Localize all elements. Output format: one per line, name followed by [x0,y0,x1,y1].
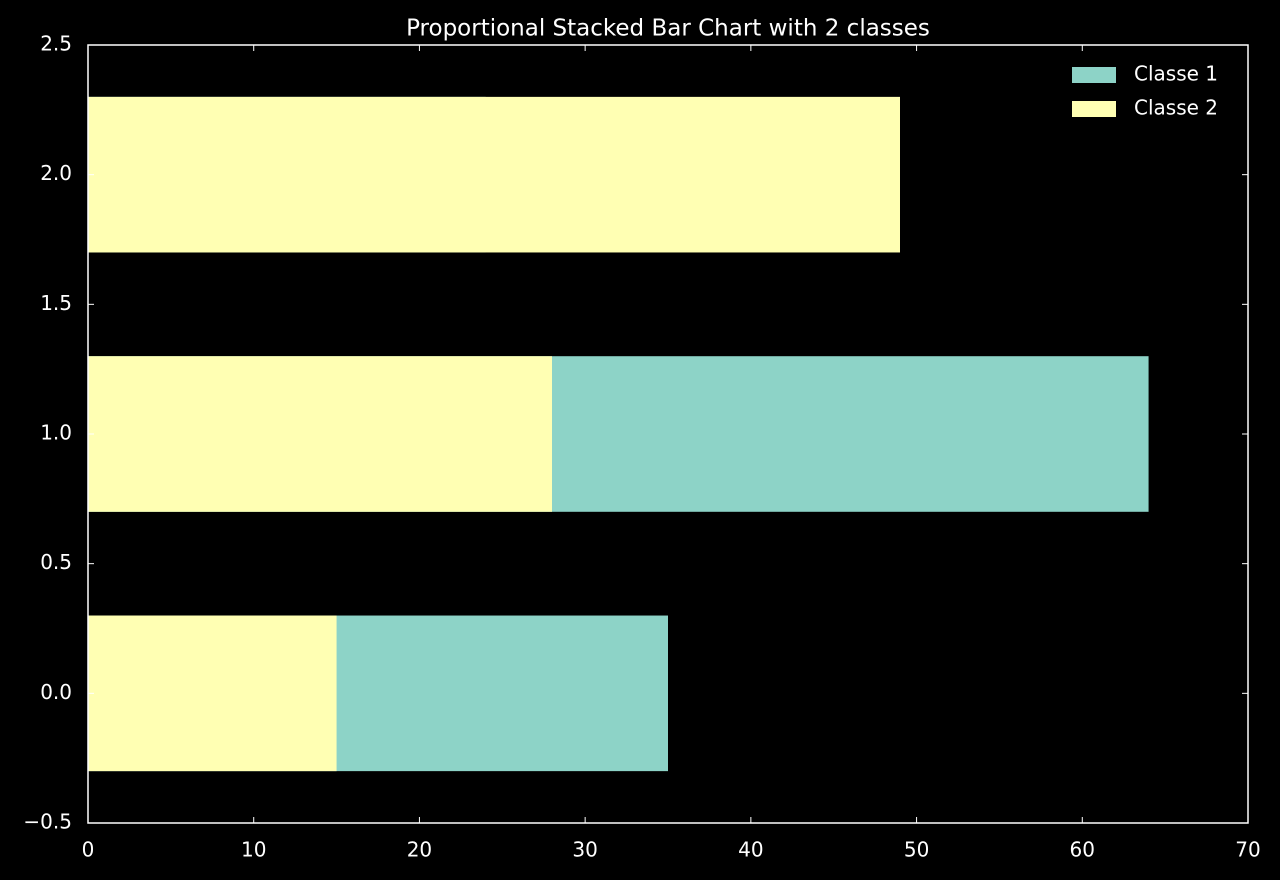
legend-swatch [1072,67,1116,83]
x-tick-label: 10 [241,838,266,862]
y-tick-label: 0.0 [40,680,72,704]
x-tick-label: 50 [904,838,929,862]
x-tick-label: 0 [82,838,95,862]
x-tick-label: 20 [407,838,432,862]
y-tick-label: 0.5 [40,550,72,574]
y-tick-label: 2.0 [40,161,72,185]
chart-title: Proportional Stacked Bar Chart with 2 cl… [406,16,930,42]
bar [88,615,337,772]
legend-label: Classe 2 [1134,96,1218,120]
y-tick-label: 2.5 [40,32,72,56]
y-tick-label: 1.0 [40,421,72,445]
x-tick-label: 40 [738,838,763,862]
x-tick-label: 60 [1070,838,1095,862]
x-tick-label: 70 [1235,838,1260,862]
bar [88,96,900,253]
y-tick-label: 1.5 [40,291,72,315]
x-tick-label: 30 [572,838,597,862]
bar [88,356,552,512]
legend-swatch [1072,101,1116,117]
y-tick-label: −0.5 [23,810,72,834]
legend-label: Classe 1 [1134,62,1218,86]
